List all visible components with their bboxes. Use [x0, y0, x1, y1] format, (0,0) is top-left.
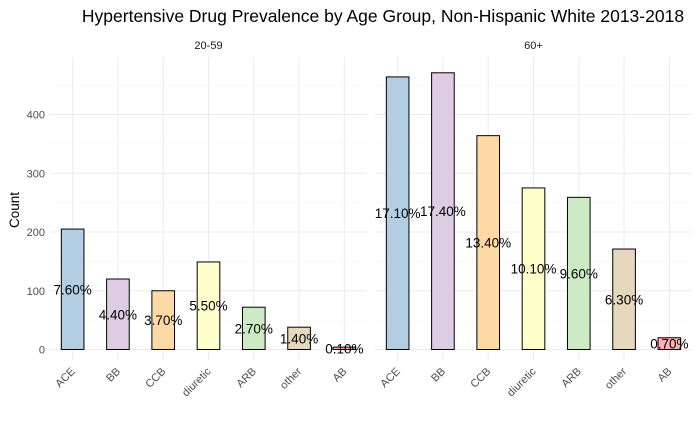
x-tick-label: BB: [104, 366, 123, 385]
facet-panels: 20-59 0 100 200 300 400 7.60% 4.40% 3.70% 5.50% 2.…: [27, 40, 692, 399]
x-tick-label: CCB: [143, 366, 168, 391]
bar-AB: [332, 346, 357, 350]
x-tick-label: AB: [656, 366, 675, 385]
y-tick-label: 300: [27, 168, 45, 180]
y-tick-label: 200: [27, 227, 45, 239]
facet-strip-label: 20-59: [194, 40, 222, 52]
bar-diuretic: [196, 261, 221, 350]
y-tick-label: 100: [27, 286, 45, 298]
bar-CCB: [151, 290, 176, 350]
data-label: 17.40%: [420, 204, 466, 219]
x-tick-label: ACE: [53, 366, 77, 390]
data-label: 17.10%: [375, 206, 421, 221]
y-tick-label: 400: [27, 110, 45, 122]
bar-ACE: [60, 228, 85, 350]
bar-other: [612, 248, 636, 351]
y-axis-label: Count: [7, 192, 22, 228]
data-label: 4.40%: [99, 307, 137, 322]
x-tick-label: CCB: [468, 366, 493, 391]
x-tick-label: diuretic: [505, 365, 539, 399]
x-tick-label: AB: [331, 366, 350, 385]
data-label: 13.40%: [465, 236, 511, 251]
data-label: 7.60%: [54, 282, 92, 297]
data-label: 10.10%: [511, 262, 557, 277]
bar-CCB: [476, 135, 501, 350]
data-label: 2.70%: [235, 321, 273, 336]
facet-panel-20-59: 20-59 0 100 200 300 400 7.60% 4.40% 3.70% 5.50% 2.…: [27, 40, 367, 399]
x-tick-label: ARB: [234, 366, 258, 390]
data-label: 1.40%: [280, 331, 318, 346]
facet-panel-60+: 60+ 17.10% 17.40% 13.40%10.10% 9.60% 6.30% 0.7…: [375, 40, 692, 399]
chart-title: Hypertensive Drug Prevalence by Age Grou…: [82, 6, 684, 26]
data-label: 0.70%: [650, 337, 688, 352]
x-tick-label: other: [278, 365, 304, 391]
bar-BB: [106, 278, 130, 350]
x-tick-label: ACE: [378, 366, 402, 390]
data-label: 5.50%: [189, 299, 227, 314]
data-label: 0.10%: [325, 341, 363, 356]
x-tick-label: other: [603, 365, 629, 391]
x-tick-label: diuretic: [180, 365, 214, 399]
bar-AB: [657, 337, 682, 350]
bar-ARB: [566, 196, 591, 350]
x-tick-label: BB: [429, 366, 448, 385]
bar-ACE: [385, 76, 410, 351]
y-tick-label: 0: [39, 345, 45, 357]
facet-strip-label: 60+: [524, 40, 543, 52]
data-label: 3.70%: [144, 313, 182, 328]
bar-ARB: [241, 306, 266, 351]
bar-BB: [431, 72, 455, 350]
data-label: 6.30%: [605, 292, 643, 307]
x-tick-label: ARB: [559, 366, 583, 390]
bar-other: [287, 326, 311, 350]
data-label: 9.60%: [560, 266, 598, 281]
bar-diuretic: [521, 187, 546, 350]
